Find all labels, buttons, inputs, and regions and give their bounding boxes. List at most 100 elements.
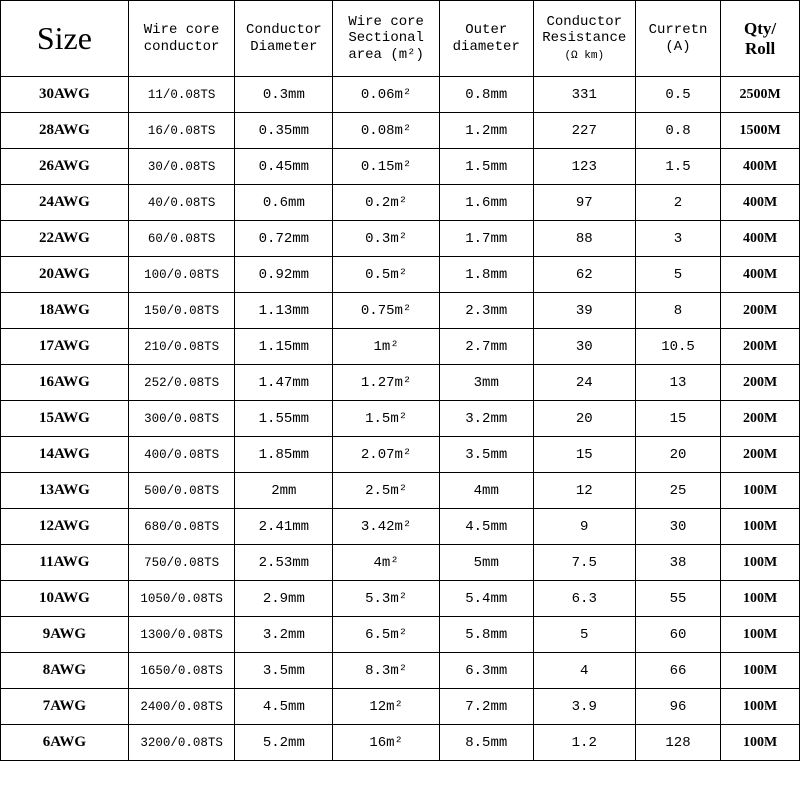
cell-area: 12m² — [333, 689, 440, 725]
header-outer: Outerdiameter — [439, 1, 533, 77]
cell-size: 14AWG — [1, 437, 129, 473]
cell-current: 8 — [635, 293, 720, 329]
cell-area: 8.3m² — [333, 653, 440, 689]
cell-resistance: 1.2 — [533, 725, 635, 761]
cell-outer: 6.3mm — [439, 653, 533, 689]
cell-resistance: 62 — [533, 257, 635, 293]
table-row: 10AWG1050/0.08TS2.9mm5.3m²5.4mm6.355100M — [1, 581, 800, 617]
cell-diameter: 3.5mm — [235, 653, 333, 689]
cell-size: 9AWG — [1, 617, 129, 653]
cell-qty: 400M — [721, 221, 800, 257]
cell-conductor: 60/0.08TS — [128, 221, 235, 257]
cell-current: 55 — [635, 581, 720, 617]
cell-outer: 1.2mm — [439, 113, 533, 149]
cell-conductor: 400/0.08TS — [128, 437, 235, 473]
cell-resistance: 123 — [533, 149, 635, 185]
table-row: 16AWG252/0.08TS1.47mm1.27m²3mm2413200M — [1, 365, 800, 401]
cell-qty: 100M — [721, 473, 800, 509]
cell-qty: 200M — [721, 293, 800, 329]
table-row: 18AWG150/0.08TS1.13mm0.75m²2.3mm398200M — [1, 293, 800, 329]
header-size: Size — [1, 1, 129, 77]
cell-conductor: 11/0.08TS — [128, 77, 235, 113]
cell-area: 0.75m² — [333, 293, 440, 329]
cell-current: 20 — [635, 437, 720, 473]
cell-outer: 5.8mm — [439, 617, 533, 653]
cell-diameter: 1.55mm — [235, 401, 333, 437]
cell-diameter: 0.45mm — [235, 149, 333, 185]
table-row: 30AWG11/0.08TS0.3mm0.06m²0.8mm3310.52500… — [1, 77, 800, 113]
cell-outer: 4mm — [439, 473, 533, 509]
cell-size: 12AWG — [1, 509, 129, 545]
cell-resistance: 20 — [533, 401, 635, 437]
cell-qty: 400M — [721, 149, 800, 185]
cell-diameter: 2.9mm — [235, 581, 333, 617]
cell-qty: 2500M — [721, 77, 800, 113]
cell-area: 0.06m² — [333, 77, 440, 113]
cell-qty: 100M — [721, 689, 800, 725]
cell-resistance: 15 — [533, 437, 635, 473]
cell-conductor: 500/0.08TS — [128, 473, 235, 509]
cell-outer: 2.3mm — [439, 293, 533, 329]
cell-resistance: 227 — [533, 113, 635, 149]
cell-size: 30AWG — [1, 77, 129, 113]
table-row: 24AWG40/0.08TS0.6mm0.2m²1.6mm972400M — [1, 185, 800, 221]
header-conductor: Wire coreconductor — [128, 1, 235, 77]
cell-outer: 7.2mm — [439, 689, 533, 725]
cell-resistance: 5 — [533, 617, 635, 653]
cell-size: 26AWG — [1, 149, 129, 185]
cell-size: 10AWG — [1, 581, 129, 617]
table-row: 20AWG100/0.08TS0.92mm0.5m²1.8mm625400M — [1, 257, 800, 293]
cell-diameter: 3.2mm — [235, 617, 333, 653]
cell-diameter: 1.47mm — [235, 365, 333, 401]
table-row: 15AWG300/0.08TS1.55mm1.5m²3.2mm2015200M — [1, 401, 800, 437]
cell-size: 8AWG — [1, 653, 129, 689]
cell-conductor: 2400/0.08TS — [128, 689, 235, 725]
header-area: Wire coreSectionalarea (m²) — [333, 1, 440, 77]
cell-outer: 1.6mm — [439, 185, 533, 221]
cell-resistance: 4 — [533, 653, 635, 689]
table-row: 7AWG2400/0.08TS4.5mm12m²7.2mm3.996100M — [1, 689, 800, 725]
cell-qty: 100M — [721, 725, 800, 761]
header-qty: Qty/Roll — [721, 1, 800, 77]
cell-current: 38 — [635, 545, 720, 581]
cell-outer: 2.7mm — [439, 329, 533, 365]
cell-qty: 100M — [721, 653, 800, 689]
table-body: 30AWG11/0.08TS0.3mm0.06m²0.8mm3310.52500… — [1, 77, 800, 761]
table-row: 28AWG16/0.08TS0.35mm0.08m²1.2mm2270.8150… — [1, 113, 800, 149]
cell-resistance: 88 — [533, 221, 635, 257]
cell-diameter: 1.85mm — [235, 437, 333, 473]
cell-size: 24AWG — [1, 185, 129, 221]
cell-diameter: 0.35mm — [235, 113, 333, 149]
cell-area: 4m² — [333, 545, 440, 581]
cell-resistance: 39 — [533, 293, 635, 329]
cell-current: 25 — [635, 473, 720, 509]
cell-conductor: 3200/0.08TS — [128, 725, 235, 761]
cell-conductor: 1650/0.08TS — [128, 653, 235, 689]
cell-current: 0.8 — [635, 113, 720, 149]
wire-spec-table: SizeWire coreconductorConductorDiameterW… — [0, 0, 800, 761]
cell-resistance: 30 — [533, 329, 635, 365]
header-current: Curretn(A) — [635, 1, 720, 77]
cell-qty: 200M — [721, 437, 800, 473]
cell-current: 128 — [635, 725, 720, 761]
cell-diameter: 5.2mm — [235, 725, 333, 761]
cell-conductor: 750/0.08TS — [128, 545, 235, 581]
cell-conductor: 680/0.08TS — [128, 509, 235, 545]
cell-conductor: 1050/0.08TS — [128, 581, 235, 617]
table-row: 17AWG210/0.08TS1.15mm1m²2.7mm3010.5200M — [1, 329, 800, 365]
cell-outer: 8.5mm — [439, 725, 533, 761]
cell-diameter: 1.13mm — [235, 293, 333, 329]
cell-current: 96 — [635, 689, 720, 725]
cell-qty: 100M — [721, 509, 800, 545]
cell-resistance: 331 — [533, 77, 635, 113]
cell-current: 30 — [635, 509, 720, 545]
cell-size: 15AWG — [1, 401, 129, 437]
table-row: 6AWG3200/0.08TS5.2mm16m²8.5mm1.2128100M — [1, 725, 800, 761]
cell-size: 20AWG — [1, 257, 129, 293]
cell-resistance: 24 — [533, 365, 635, 401]
cell-outer: 1.5mm — [439, 149, 533, 185]
cell-area: 1m² — [333, 329, 440, 365]
cell-conductor: 30/0.08TS — [128, 149, 235, 185]
cell-diameter: 2.41mm — [235, 509, 333, 545]
table-row: 9AWG1300/0.08TS3.2mm6.5m²5.8mm560100M — [1, 617, 800, 653]
